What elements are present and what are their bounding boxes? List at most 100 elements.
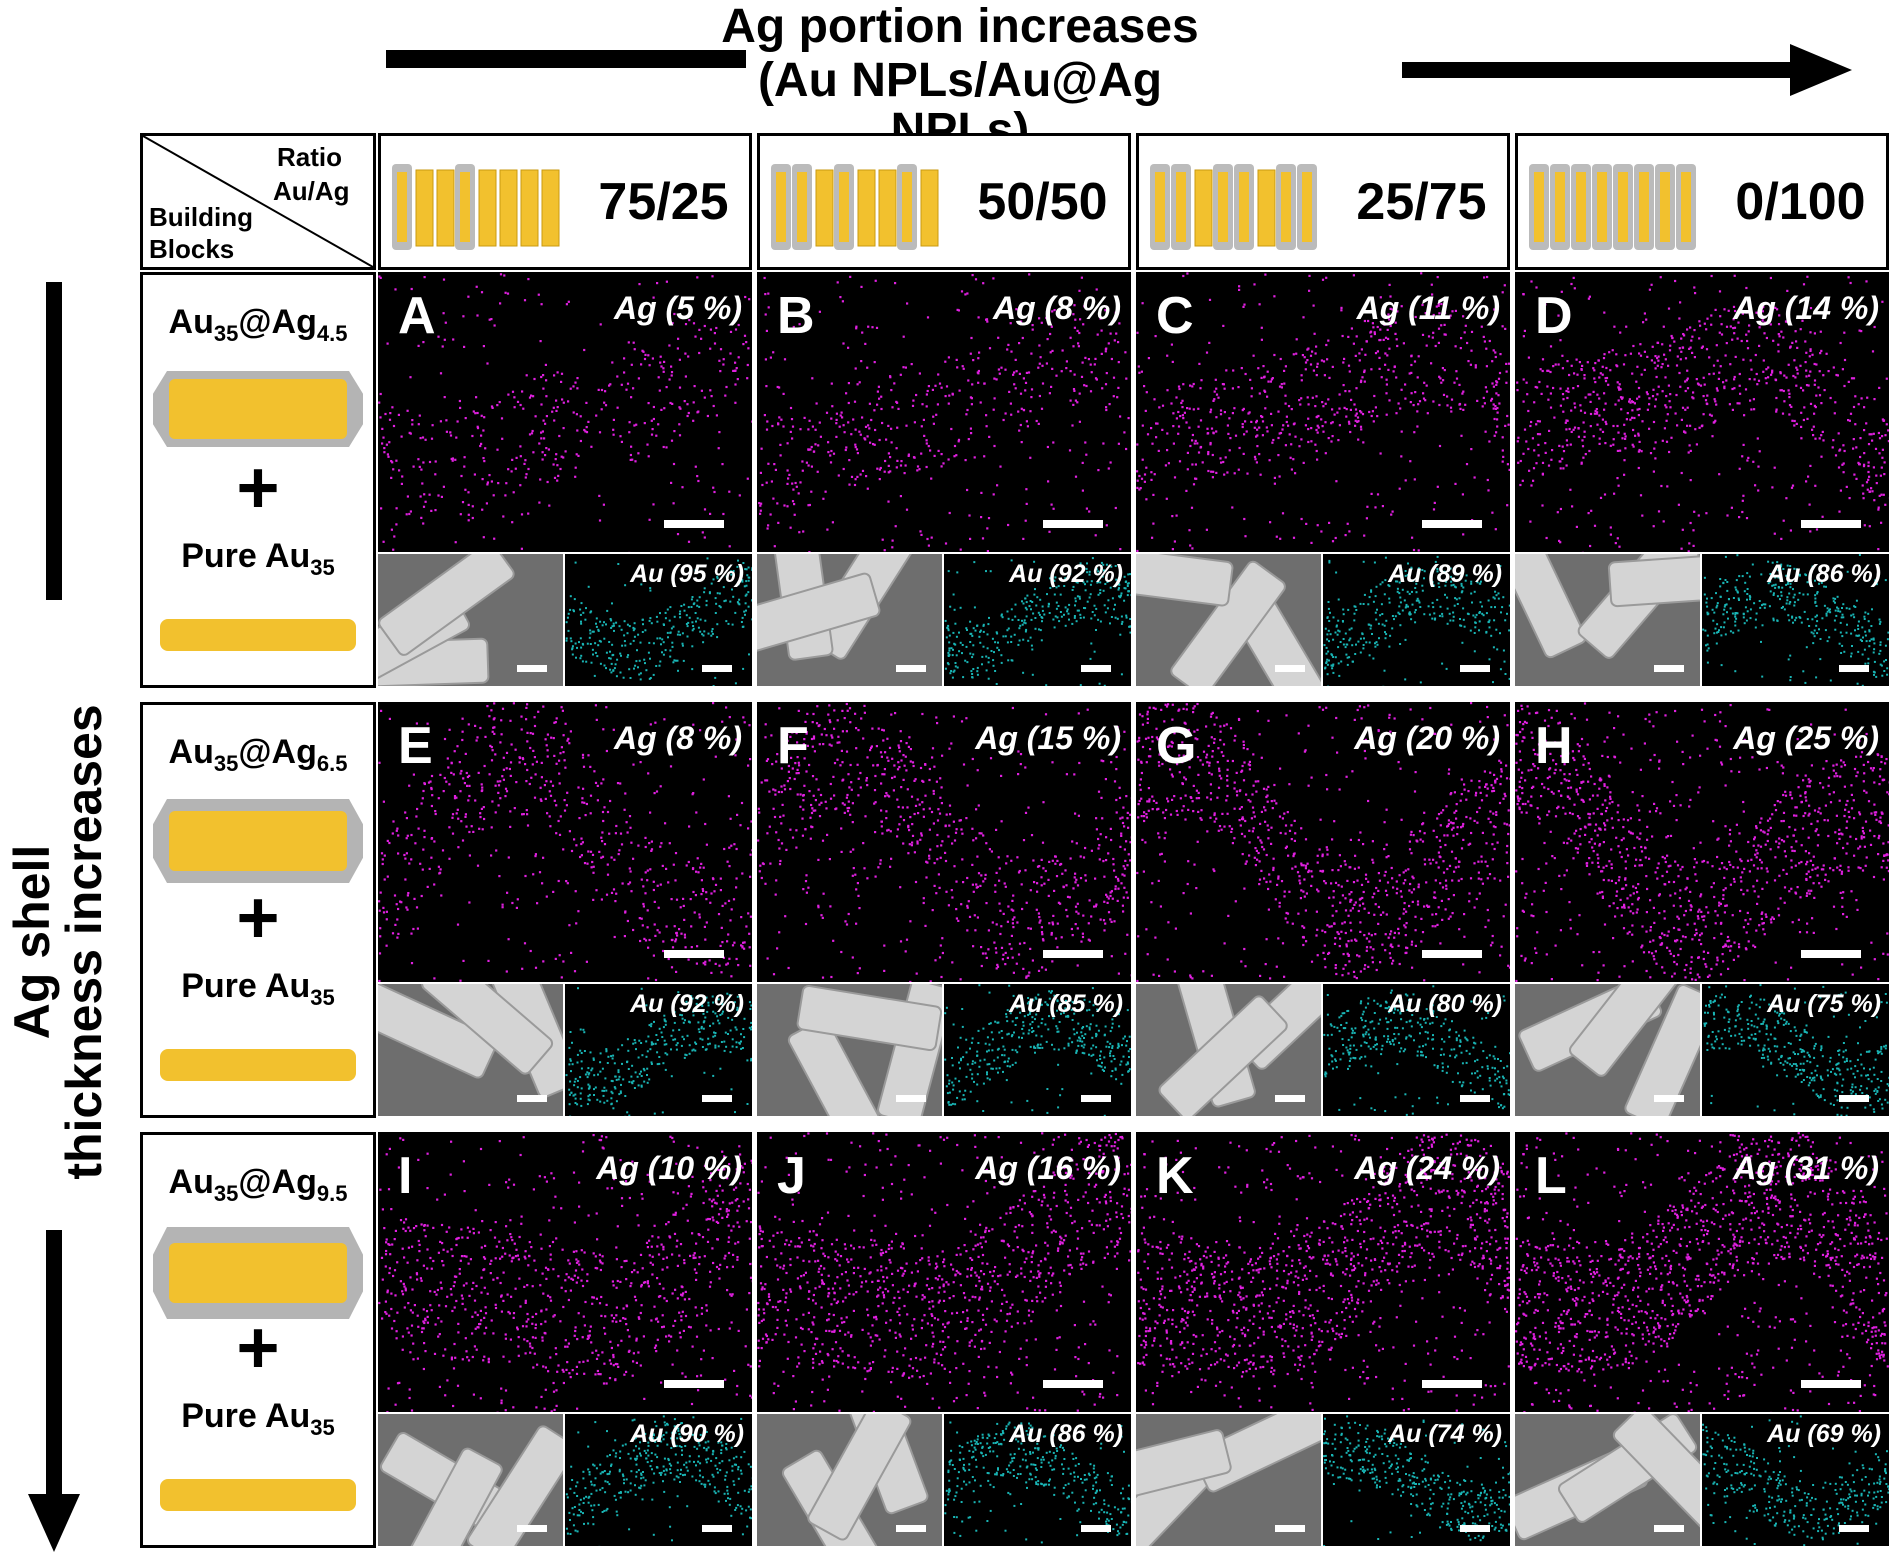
ratio-header-box: 50/50 xyxy=(757,133,1131,270)
core-shell-label: Au35@Ag4.5 xyxy=(143,303,373,347)
sem-scale-bar xyxy=(1275,665,1305,672)
ag-map-texture xyxy=(1515,1132,1889,1412)
plate-stack-icon xyxy=(771,164,939,250)
sem-image xyxy=(1515,1414,1700,1546)
sem-scale-bar xyxy=(1275,1525,1305,1532)
shell-base-text: @Ag xyxy=(238,1163,317,1201)
pure-au-label: Pure Au35 xyxy=(143,967,373,1011)
sem-image xyxy=(378,1414,563,1546)
panel-letter: E xyxy=(398,717,433,775)
ag-map-panel: B Ag (8 %) xyxy=(757,272,1131,552)
ag-percent-label: Ag (31 %) xyxy=(1733,1150,1879,1186)
sem-image xyxy=(378,984,563,1116)
header-bar-left xyxy=(386,50,746,68)
au-scale-bar xyxy=(1839,1095,1869,1102)
panel-letter: K xyxy=(1156,1147,1194,1205)
sem-scale-bar xyxy=(1654,1095,1684,1102)
shell-sub-text: 6.5 xyxy=(316,751,348,776)
building-blocks-box: Au35@Ag9.5 + Pure Au35 xyxy=(140,1132,376,1548)
ag-map-texture xyxy=(378,1134,752,1412)
sem-texture xyxy=(1158,984,1321,1116)
au-map-texture xyxy=(1323,985,1510,1116)
sem-texture xyxy=(1136,554,1321,686)
sem-image xyxy=(1136,554,1321,686)
au-map-panel: Au (75 %) xyxy=(1702,984,1889,1116)
panel-letter: F xyxy=(777,717,809,775)
au-map-texture xyxy=(565,987,752,1116)
shell-sub-text: 9.5 xyxy=(316,1181,348,1206)
au-map-texture xyxy=(565,557,752,686)
corner-ratio-line2: Au/Ag xyxy=(273,176,350,206)
header-arrow-head xyxy=(1790,44,1852,96)
au-map-panel: Au (90 %) xyxy=(565,1414,752,1546)
plate-stack-icon xyxy=(1529,164,1696,250)
plus-sign: + xyxy=(236,446,280,529)
ag-scale-bar xyxy=(664,520,724,528)
side-text-line2: thickness increases xyxy=(56,704,112,1180)
sem-image xyxy=(1136,984,1321,1116)
ag-percent-label: Ag (16 %) xyxy=(975,1150,1121,1186)
plus-sign: + xyxy=(236,876,280,959)
plate-stack-icon xyxy=(392,164,560,250)
plate-stack-icon xyxy=(1150,164,1317,250)
sem-image xyxy=(757,984,942,1116)
shell-base-text: @Ag xyxy=(238,733,317,771)
header-title-line2: (Au NPLs/Au@Ag NPLs) xyxy=(757,54,1163,157)
core-sub-text: 35 xyxy=(213,321,239,346)
ag-scale-bar xyxy=(1422,1380,1482,1388)
core-base-text: Au xyxy=(168,1163,214,1201)
sem-scale-bar xyxy=(896,665,926,672)
ratio-value: 75/25 xyxy=(598,173,729,231)
panel-letter: C xyxy=(1156,287,1194,345)
au-percent-label: Au (75 %) xyxy=(1767,990,1881,1018)
sem-image xyxy=(1515,984,1700,1116)
au-map-texture xyxy=(1702,554,1889,686)
ag-map-panel: K Ag (24 %) xyxy=(1136,1132,1510,1412)
au-map-panel: Au (86 %) xyxy=(944,1414,1131,1546)
ag-map-panel: A Ag (5 %) xyxy=(378,272,752,552)
ratio-value: 0/100 xyxy=(1735,173,1866,231)
ag-scale-bar xyxy=(664,950,724,958)
ratio-value: 50/50 xyxy=(977,173,1108,231)
au-map-texture xyxy=(1323,555,1510,686)
shell-base-text: @Ag xyxy=(238,303,317,341)
panel-letter: B xyxy=(777,287,815,345)
panel-letter: J xyxy=(777,1147,806,1205)
pure-base-text: Pure Au xyxy=(181,537,311,575)
pure-au-rod-icon xyxy=(160,1479,356,1511)
corner-header-box: Ratio Au/Ag Building Blocks xyxy=(140,133,376,270)
pure-sub-text: 35 xyxy=(310,555,335,580)
ag-scale-bar xyxy=(1043,1380,1103,1388)
au-percent-label: Au (86 %) xyxy=(1009,1420,1123,1448)
sem-image xyxy=(378,554,563,686)
sem-texture xyxy=(1515,1414,1700,1541)
au-map-panel: Au (86 %) xyxy=(1702,554,1889,686)
au-scale-bar xyxy=(1839,665,1869,672)
sem-scale-bar xyxy=(517,1095,547,1102)
ag-map-panel: C Ag (11 %) xyxy=(1136,272,1510,552)
au-map-panel: Au (74 %) xyxy=(1323,1414,1510,1546)
au-map-panel: Au (92 %) xyxy=(944,554,1131,686)
ag-map-panel: L Ag (31 %) xyxy=(1515,1132,1889,1412)
ag-percent-label: Ag (24 %) xyxy=(1354,1150,1500,1186)
ag-map-texture xyxy=(1137,1133,1510,1412)
ag-percent-label: Ag (5 %) xyxy=(614,290,742,326)
sem-scale-bar xyxy=(896,1525,926,1532)
pure-au-rod-icon xyxy=(160,619,356,651)
ag-map-texture xyxy=(758,273,1130,552)
ag-percent-label: Ag (8 %) xyxy=(993,290,1121,326)
ag-map-panel: D Ag (14 %) xyxy=(1515,272,1889,552)
ag-map-texture xyxy=(757,1132,1131,1412)
au-percent-label: Au (95 %) xyxy=(630,560,744,588)
shell-sub-text: 4.5 xyxy=(316,321,348,346)
core-shell-label: Au35@Ag6.5 xyxy=(143,733,373,777)
ag-scale-bar xyxy=(1801,950,1861,958)
pure-base-text: Pure Au xyxy=(181,967,311,1005)
panel-letter: L xyxy=(1535,1147,1567,1205)
ratio-header-box: 75/25 xyxy=(378,133,752,270)
au-map-texture xyxy=(944,984,1131,1116)
core-shell-label: Au35@Ag9.5 xyxy=(143,1163,373,1207)
pure-base-text: Pure Au xyxy=(181,1397,311,1435)
au-percent-label: Au (85 %) xyxy=(1009,990,1123,1018)
